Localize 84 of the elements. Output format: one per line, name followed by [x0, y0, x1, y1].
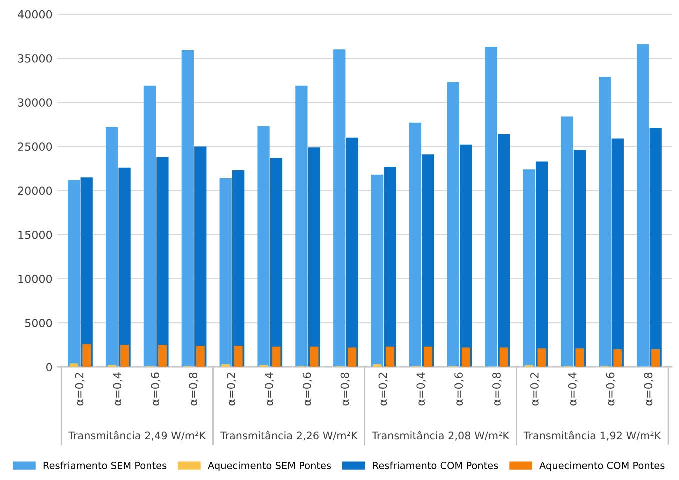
bar	[614, 350, 622, 368]
bar	[156, 157, 169, 368]
x-tick-label: α=0,2	[75, 373, 85, 406]
text: Transmitância 2,08 W/m²K	[372, 431, 510, 441]
bar	[106, 127, 118, 368]
bar	[182, 50, 194, 368]
bar	[373, 364, 382, 368]
legend-label: Aquecimento COM Pontes	[540, 462, 665, 472]
y-tick-label: 30000	[18, 98, 52, 107]
bar	[384, 166, 396, 368]
x-tick-label: α=0,8	[340, 372, 350, 406]
bar	[82, 344, 92, 368]
bar	[70, 364, 78, 368]
bar	[460, 144, 472, 368]
bar	[612, 138, 624, 368]
bar	[576, 348, 584, 368]
bar	[447, 82, 460, 368]
x-tick-label: α=0,2	[530, 373, 540, 406]
bar	[220, 178, 232, 368]
bar	[485, 47, 498, 368]
bar	[258, 126, 270, 368]
bar	[422, 154, 434, 368]
bar	[144, 86, 156, 368]
bar	[523, 170, 536, 368]
bar	[637, 44, 650, 368]
x-tick-label: α=0,8	[492, 372, 502, 406]
bar	[68, 180, 80, 368]
x-tick-label: α=0,4	[416, 372, 426, 406]
bar	[272, 346, 281, 368]
bar	[652, 350, 660, 368]
y-tick-label: 25000	[18, 142, 52, 152]
x-tick-label: α=0,6	[151, 372, 161, 406]
bar	[386, 346, 395, 368]
legend-label: Resfriamento COM Pontes	[373, 462, 498, 470]
x-tick-label: α=0,6	[606, 372, 616, 406]
y-tick-label: 5000	[25, 319, 52, 328]
x-tick-label: α=0,4	[264, 372, 274, 406]
bar	[194, 146, 207, 368]
bar	[462, 348, 470, 368]
bar	[538, 348, 546, 368]
bar	[536, 162, 548, 368]
x-tick-label: α=0,4	[568, 372, 578, 406]
bar	[196, 346, 205, 368]
bar	[234, 346, 243, 368]
bar	[310, 346, 319, 368]
bar	[120, 345, 130, 368]
x-tick-label: α=0,2	[378, 373, 388, 406]
bar	[118, 168, 131, 368]
bar	[561, 116, 574, 368]
bar	[158, 345, 167, 368]
y-tick-label: 15000	[18, 230, 52, 240]
bar	[599, 77, 612, 368]
bar	[574, 150, 586, 368]
bar	[424, 346, 432, 368]
legend-label: Resfriamento SEM Pontes	[44, 462, 167, 470]
bar	[348, 348, 357, 368]
bar	[346, 138, 358, 368]
text: Transmitância 1,92 W/m²K	[524, 431, 662, 441]
text: Transmitância 2,26 W/m²K	[220, 431, 358, 441]
y-tick-label: 35000	[18, 54, 52, 63]
x-tick-label: α=0,8	[644, 372, 654, 406]
y-tick-label: 10000	[18, 274, 52, 284]
bar	[334, 50, 346, 368]
x-tick-label: α=0,2	[227, 373, 237, 406]
legend-label: Aquecimento SEM Pontes	[208, 462, 332, 472]
x-tick-label: α=0,4	[113, 372, 123, 406]
x-tick-label: α=0,6	[302, 372, 312, 406]
bar	[409, 122, 422, 368]
bar	[500, 348, 508, 368]
x-tick-label: α=0,6	[454, 372, 464, 406]
y-tick-label: 0	[46, 363, 52, 372]
bar	[498, 134, 510, 368]
bar	[371, 174, 384, 368]
bar	[270, 158, 283, 368]
bar	[308, 148, 321, 368]
bar	[80, 178, 93, 368]
bar	[232, 170, 245, 368]
bar	[650, 128, 662, 368]
y-tick-label: 40000	[18, 10, 52, 19]
text: Transmitância 2,49 W/m²K	[68, 431, 206, 441]
y-tick-label: 20000	[18, 186, 52, 196]
bar	[296, 86, 308, 368]
bar	[222, 364, 230, 368]
x-tick-label: α=0,8	[189, 372, 199, 406]
